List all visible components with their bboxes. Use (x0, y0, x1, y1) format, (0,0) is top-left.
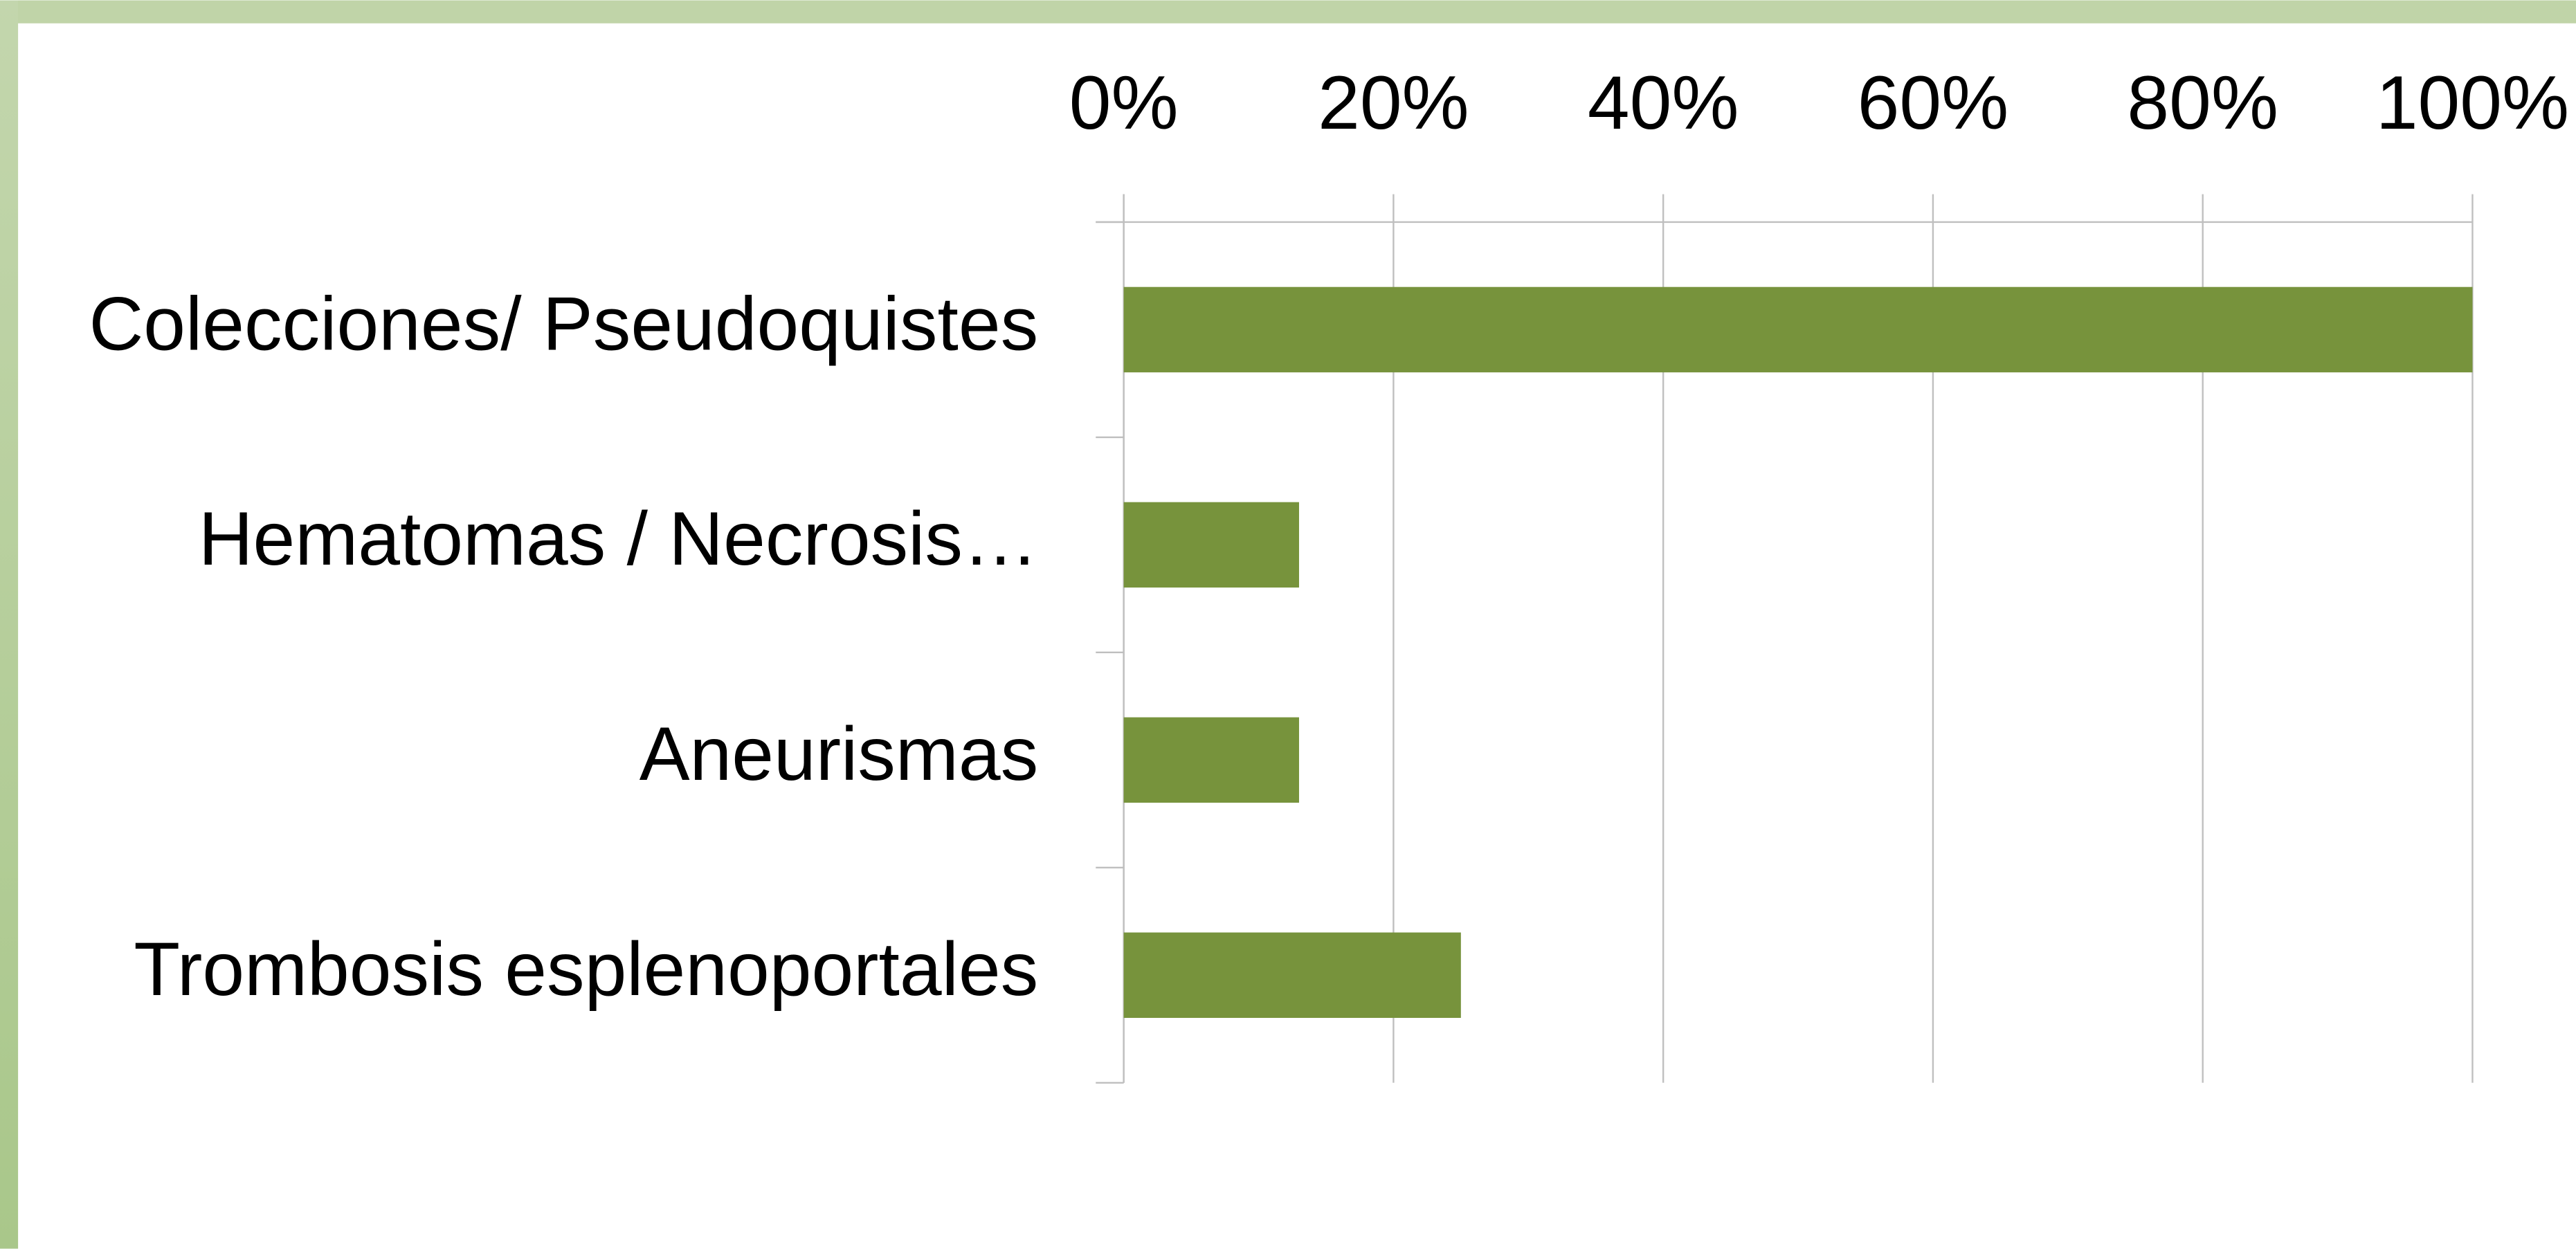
x-tick-label: 0% (1069, 61, 1179, 145)
top-border (0, 0, 2576, 24)
x-tick-label: 80% (2127, 61, 2278, 145)
bar (1123, 286, 2473, 373)
x-tick-label: 40% (1588, 61, 1739, 145)
bar (1123, 932, 1461, 1019)
plot-area: 0% 20% 40% 60% 80% 100% Colecciones/ Pseudoqui… (89, 61, 2569, 1084)
y-tick-label: Aneurismas (640, 712, 1039, 796)
y-tick-label: Hematomas / Necrosis… (199, 497, 1039, 581)
bar (1123, 717, 1299, 803)
left-border (0, 0, 19, 1249)
bar (1123, 502, 1299, 588)
y-tick-label: Trombosis esplenoportales (134, 927, 1038, 1012)
y-tick-label: Colecciones/ Pseudoquistes (89, 282, 1038, 366)
x-tick-label: 100% (2376, 61, 2569, 145)
x-tick-label: 60% (1858, 61, 2009, 145)
x-tick-label: 20% (1318, 61, 1469, 145)
